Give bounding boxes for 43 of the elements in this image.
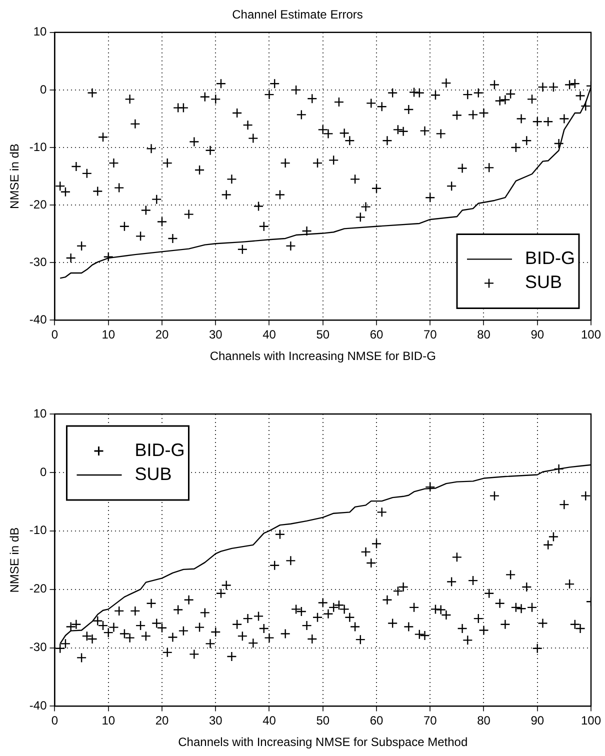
x-tick-label: 50: [316, 328, 330, 342]
x-axis-title: Channels with Increasing NMSE for Subspace Method: [178, 735, 468, 750]
x-tick-label: 90: [530, 714, 544, 728]
legend-label: SUB: [525, 272, 562, 292]
x-tick-label: 10: [102, 328, 116, 342]
y-tick-label: -40: [29, 698, 48, 713]
x-tick-label: 60: [370, 328, 384, 342]
y-tick-label: 10: [33, 24, 48, 39]
y-tick-label: 0: [40, 82, 48, 96]
x-tick-label: 100: [580, 328, 602, 342]
y-tick-label: -10: [29, 140, 48, 154]
y-tick-label: -10: [29, 523, 48, 538]
y-tick-label: -20: [29, 197, 48, 212]
y-axis-title: NMSE in dB: [8, 527, 22, 593]
x-tick-label: 0: [51, 714, 58, 728]
chart-title: Channel Estimate Errors: [232, 8, 363, 22]
legend-label: SUB: [134, 464, 172, 484]
legend-label: BID-G: [525, 248, 576, 268]
x-tick-label: 70: [423, 328, 438, 342]
x-tick-label: 20: [155, 714, 169, 728]
legend-label: BID-G: [134, 440, 185, 460]
x-tick-label: 80: [477, 714, 491, 728]
x-tick-label: 70: [423, 714, 438, 728]
x-tick-label: 40: [262, 328, 276, 342]
y-tick-label: -30: [29, 640, 48, 654]
y-axis-title: NMSE in dB: [8, 144, 22, 209]
x-tick-label: 60: [370, 714, 384, 728]
x-tick-label: 0: [51, 328, 58, 342]
x-tick-label: 50: [316, 714, 330, 728]
y-tick-label: 10: [33, 406, 48, 420]
x-axis-title: Channels with Increasing NMSE for BID-G: [210, 349, 436, 364]
y-tick-label: -40: [29, 312, 48, 327]
x-tick-label: 30: [208, 714, 223, 728]
x-tick-label: 80: [477, 328, 491, 342]
y-tick-label: 0: [40, 464, 48, 479]
x-tick-label: 100: [580, 714, 602, 728]
x-tick-label: 30: [208, 328, 223, 342]
x-tick-label: 40: [262, 714, 276, 728]
y-tick-label: -30: [29, 254, 48, 269]
y-tick-label: -20: [29, 582, 48, 596]
x-tick-label: 10: [102, 714, 116, 728]
x-tick-label: 90: [530, 328, 544, 342]
x-tick-label: 20: [155, 328, 169, 342]
